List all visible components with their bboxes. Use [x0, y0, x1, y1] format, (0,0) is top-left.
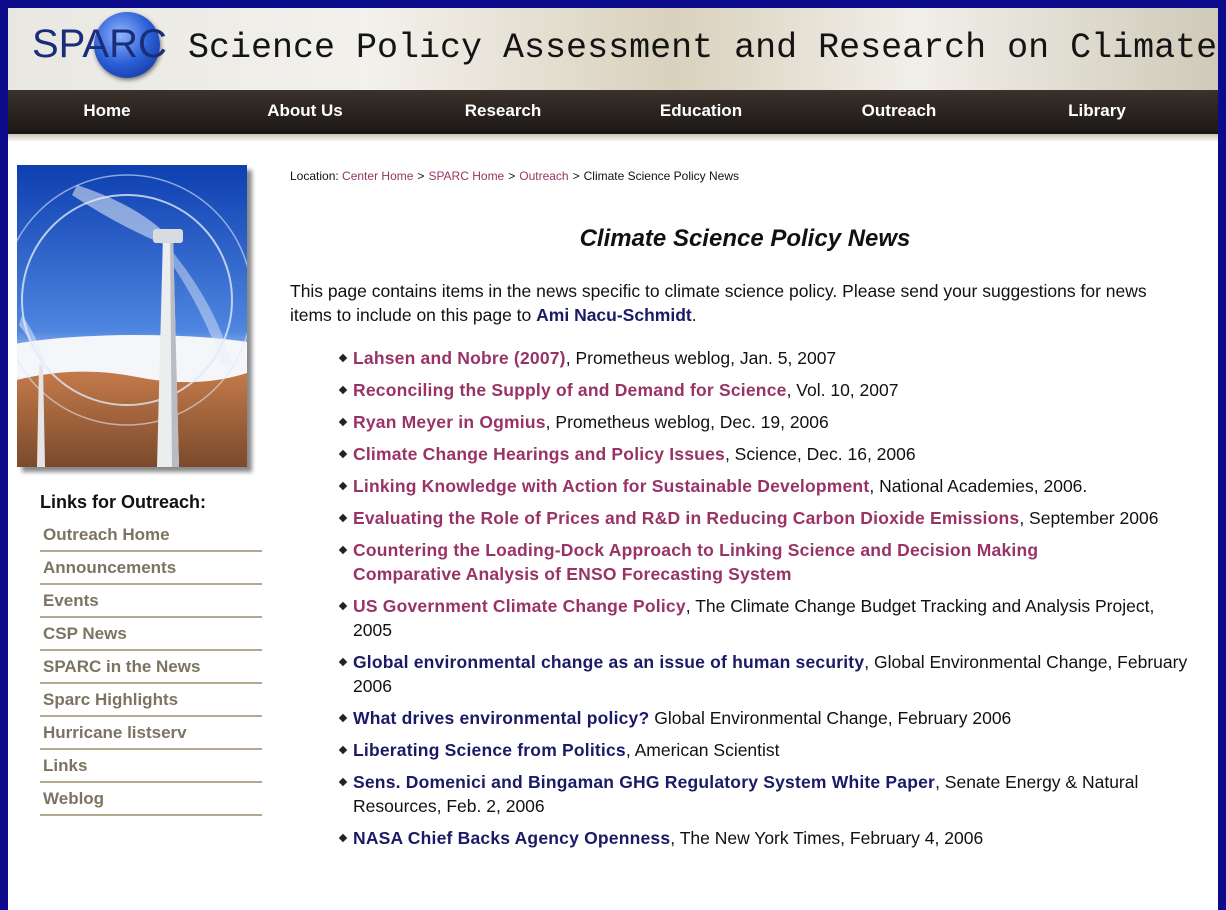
news-item: Linking Knowledge with Action for Sustai… [353, 474, 1190, 498]
sidebar-link[interactable]: SPARC in the News [40, 651, 262, 684]
news-source: , National Academies, 2006. [869, 476, 1087, 496]
intro-end: . [692, 305, 697, 325]
nav-link[interactable]: Home [8, 90, 206, 134]
news-item: What drives environmental policy? Global… [353, 706, 1190, 730]
breadcrumb-separator: > [573, 169, 580, 183]
windmill-photo [17, 165, 247, 467]
news-link[interactable]: Comparative Analysis of ENSO Forecasting… [353, 564, 792, 584]
nav-link[interactable]: Outreach [800, 90, 998, 134]
news-item: NASA Chief Backs Agency Openness, The Ne… [353, 826, 1190, 850]
browser-content: SPARC Science Policy Assessment and Rese… [8, 8, 1218, 910]
site-title: Science Policy Assessment and Research o… [188, 28, 1217, 68]
breadcrumb-link[interactable]: Outreach [519, 169, 568, 183]
breadcrumb-link[interactable]: SPARC Home [428, 169, 504, 183]
news-item: Ryan Meyer in Ogmius, Prometheus weblog,… [353, 410, 1190, 434]
breadcrumb-separator: > [417, 169, 424, 183]
sidebar-link[interactable]: Links [40, 750, 262, 783]
news-link[interactable]: Evaluating the Role of Prices and R&D in… [353, 508, 1019, 528]
news-item: US Government Climate Change Policy, The… [353, 594, 1190, 642]
news-link[interactable]: Sens. Domenici and Bingaman GHG Regulato… [353, 772, 935, 792]
sidebar-link[interactable]: Hurricane listserv [40, 717, 262, 750]
news-source: , American Scientist [626, 740, 780, 760]
news-item: Countering the Loading-Dock Approach to … [353, 538, 1190, 586]
news-item: Evaluating the Role of Prices and R&D in… [353, 506, 1190, 530]
nav-link[interactable]: Education [602, 90, 800, 134]
news-item: Climate Change Hearings and Policy Issue… [353, 442, 1190, 466]
intro-link[interactable]: Ami Nacu-Schmidt [536, 305, 692, 325]
breadcrumb-label: Location: [290, 169, 339, 183]
news-source: , September 2006 [1019, 508, 1158, 528]
sidebar-link[interactable]: CSP News [40, 618, 262, 651]
news-link[interactable]: Reconciling the Supply of and Demand for… [353, 380, 787, 400]
intro: This page contains items in the news spe… [290, 279, 1190, 327]
breadcrumb-link[interactable]: Center Home [342, 169, 413, 183]
sidebar-link[interactable]: Events [40, 585, 262, 618]
sidebar-heading: Links for Outreach: [40, 492, 262, 513]
news-source: , The New York Times, February 4, 2006 [670, 828, 983, 848]
news-link[interactable]: Global environmental change as an issue … [353, 652, 864, 672]
sidebar-link[interactable]: Weblog [40, 783, 262, 816]
news-link[interactable]: NASA Chief Backs Agency Openness [353, 828, 670, 848]
banner: SPARC Science Policy Assessment and Rese… [8, 8, 1218, 90]
main-content: Location: Center Home > SPARC Home > Outreac… [290, 169, 1190, 858]
news-link[interactable]: Linking Knowledge with Action for Sustai… [353, 476, 869, 496]
news-link[interactable]: Ryan Meyer in Ogmius [353, 412, 546, 432]
sidebar-link[interactable]: Announcements [40, 552, 262, 585]
nav-link[interactable]: About Us [206, 90, 404, 134]
news-item: Global environmental change as an issue … [353, 650, 1190, 698]
news-source: , Science, Dec. 16, 2006 [725, 444, 916, 464]
page-title: Climate Science Policy News [290, 225, 1190, 253]
nav-shadow [8, 134, 1218, 142]
intro-text: This page contains items in the news spe… [290, 281, 1147, 325]
news-source: , Prometheus weblog, Jan. 5, 2007 [566, 348, 836, 368]
nav-link[interactable]: Library [998, 90, 1196, 134]
news-item: Lahsen and Nobre (2007), Prometheus webl… [353, 346, 1190, 370]
breadcrumb-separator: > [508, 169, 515, 183]
sidebar-link[interactable]: Sparc Highlights [40, 684, 262, 717]
news-link[interactable]: Climate Change Hearings and Policy Issue… [353, 444, 725, 464]
nav-link[interactable]: Research [404, 90, 602, 134]
news-item: Liberating Science from Politics, Americ… [353, 738, 1190, 762]
news-source: Global Environmental Change, February 20… [654, 708, 1011, 728]
news-link[interactable]: Countering the Loading-Dock Approach to … [353, 540, 1038, 560]
breadcrumb: Location: Center Home > SPARC Home > Outreac… [290, 169, 1190, 183]
news-link[interactable]: What drives environmental policy? [353, 708, 649, 728]
page: SPARC Science Policy Assessment and Rese… [0, 0, 1226, 910]
breadcrumb-current: Climate Science Policy News [584, 169, 739, 183]
news-link[interactable]: US Government Climate Change Policy [353, 596, 686, 616]
news-source: , Prometheus weblog, Dec. 19, 2006 [546, 412, 829, 432]
news-item: Sens. Domenici and Bingaman GHG Regulato… [353, 770, 1190, 818]
logo: SPARC [32, 22, 167, 67]
news-list: Lahsen and Nobre (2007), Prometheus webl… [290, 346, 1190, 850]
news-link[interactable]: Liberating Science from Politics [353, 740, 626, 760]
news-link[interactable]: Lahsen and Nobre (2007) [353, 348, 566, 368]
sidebar-link[interactable]: Outreach Home [40, 519, 262, 552]
news-item: Reconciling the Supply of and Demand for… [353, 378, 1190, 402]
news-source: , Vol. 10, 2007 [787, 380, 899, 400]
